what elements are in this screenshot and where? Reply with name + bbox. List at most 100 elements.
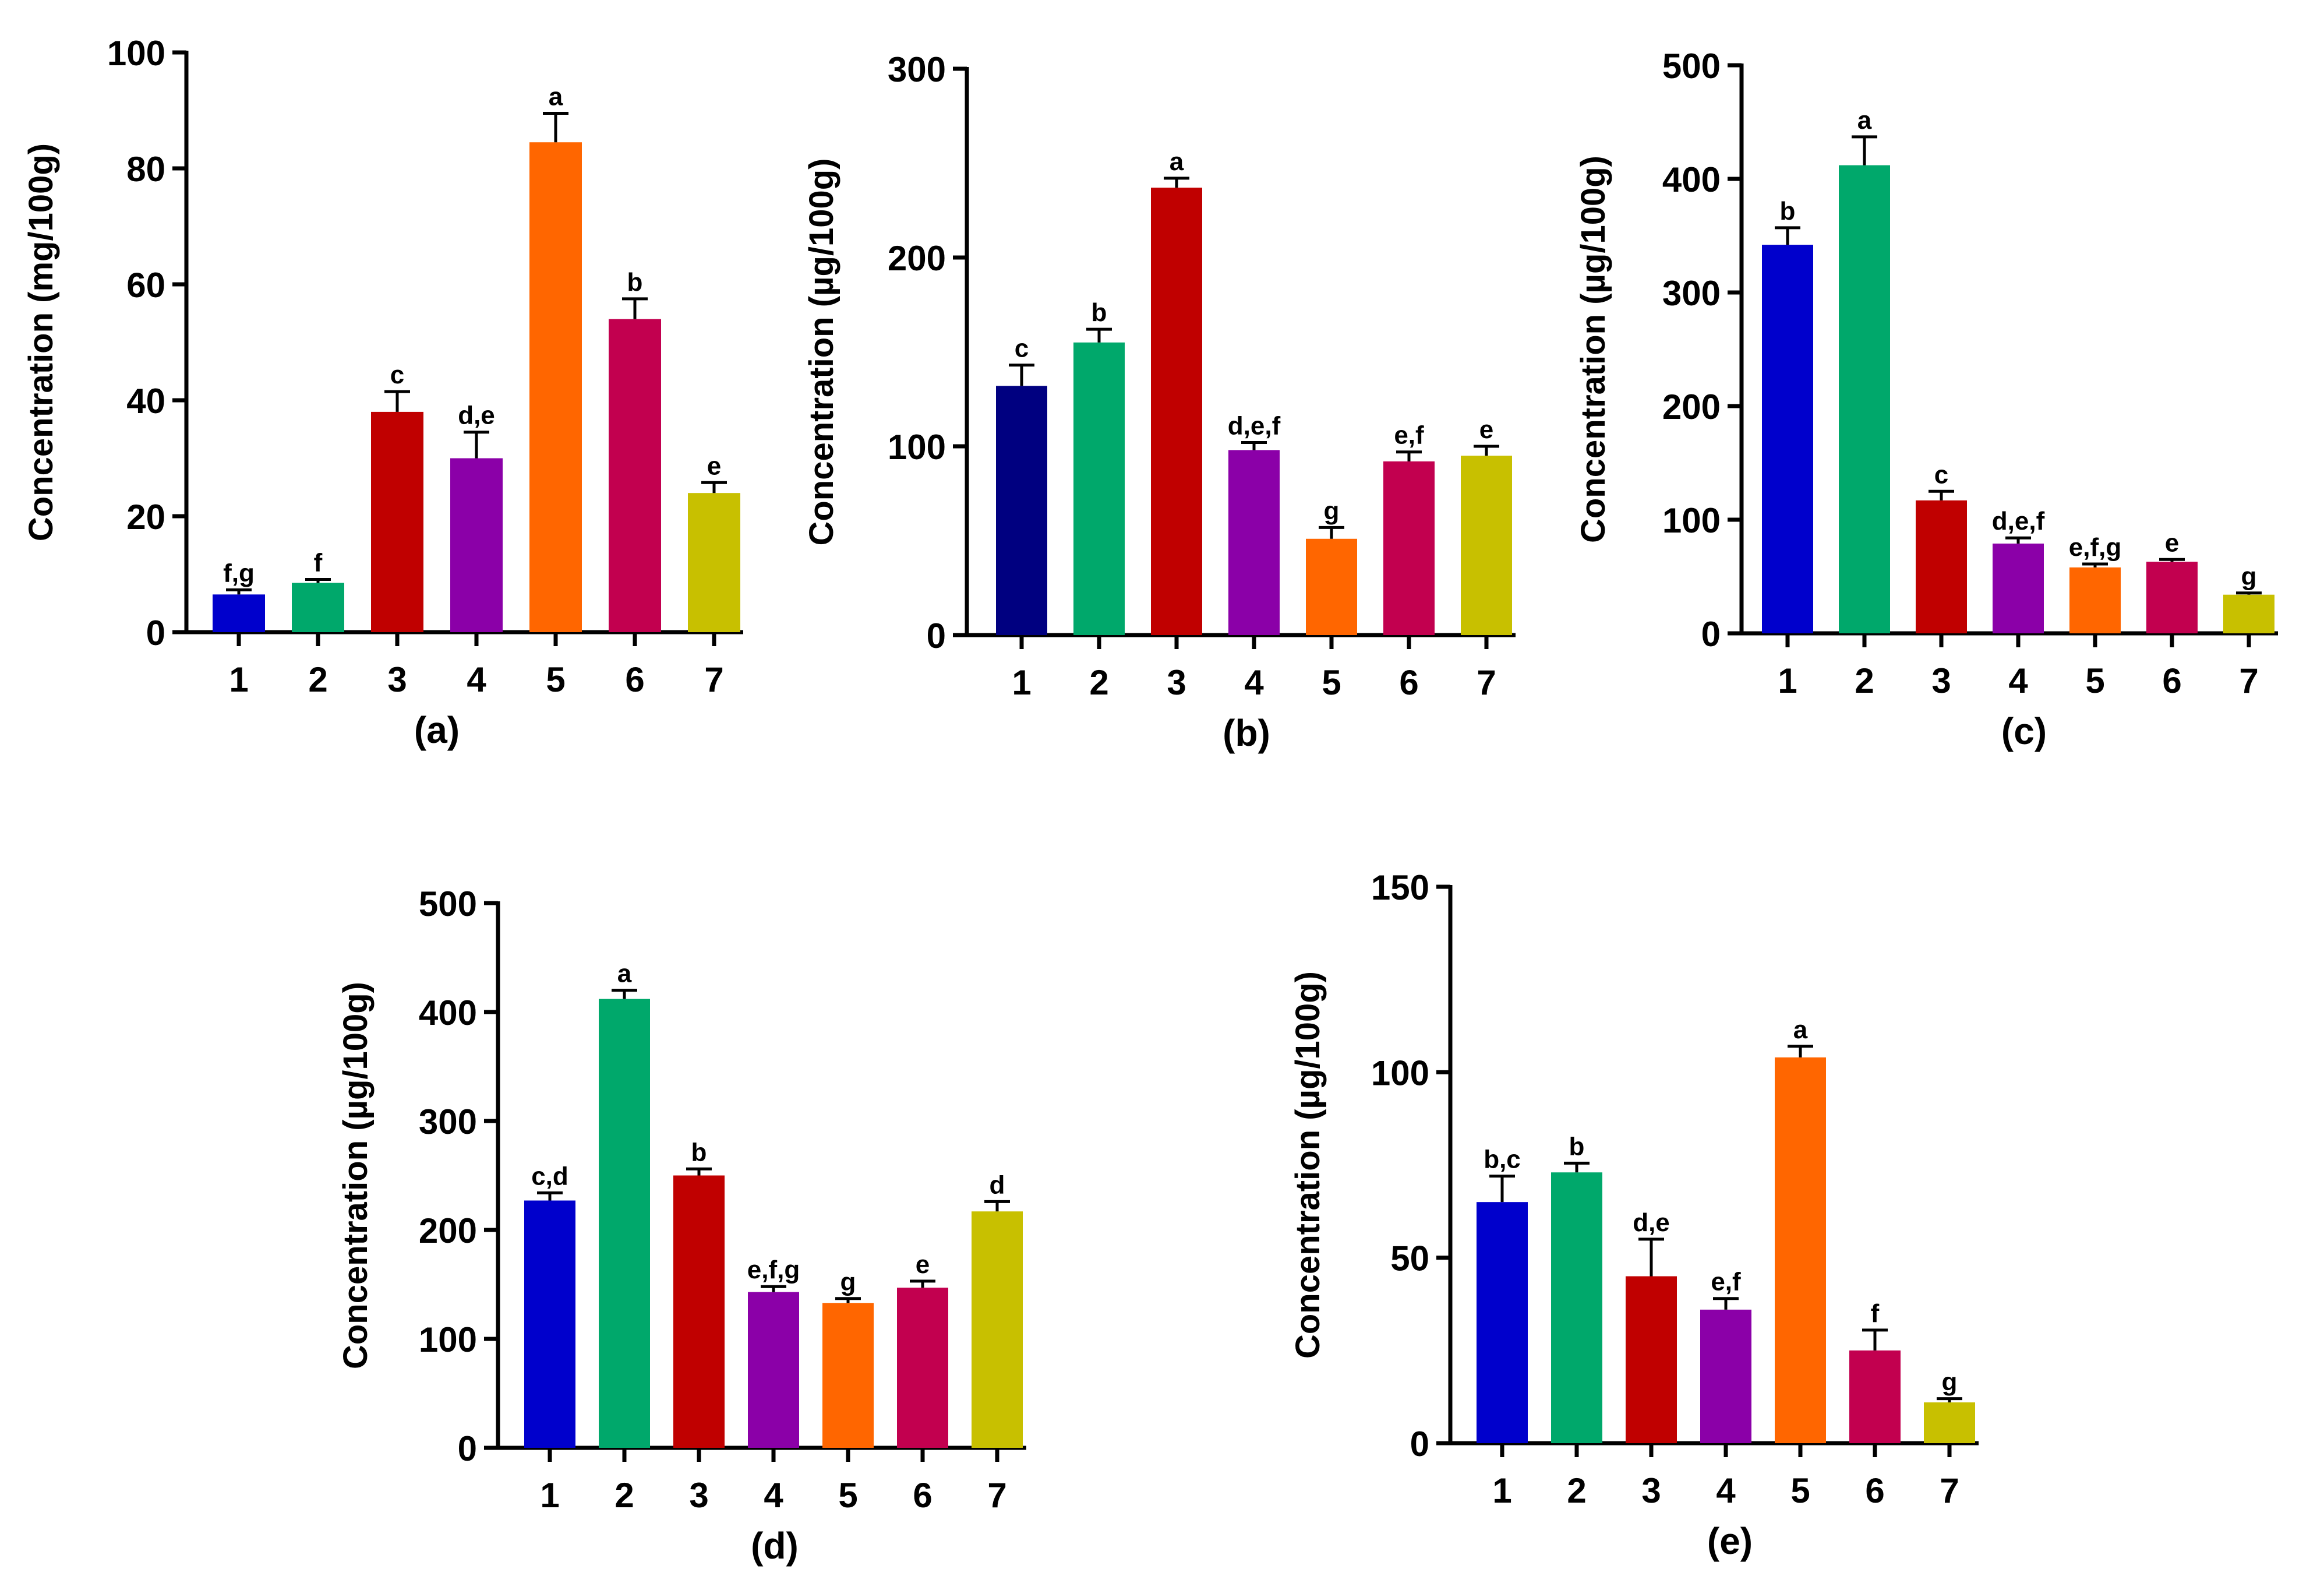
significance-label: b,c — [1484, 1145, 1521, 1174]
x-tick-label: 2 — [1855, 661, 1874, 700]
bar-3 — [1916, 500, 1967, 633]
y-axis-label: Concentration (µg/100g) — [803, 158, 840, 545]
x-tick-label: 3 — [1167, 663, 1186, 702]
bar-1 — [1762, 245, 1813, 634]
x-tick-label: 2 — [1567, 1471, 1586, 1510]
chart-panel-3: 0 100 200 300 400 500 Concentration (µg/100g) 1… — [1574, 47, 2278, 752]
x-tick-label: 3 — [387, 660, 407, 699]
bar-5 — [2069, 567, 2121, 633]
panel-label: (d) — [751, 1525, 799, 1567]
y-tick-label: 200 — [1662, 387, 1721, 426]
significance-label: a — [1170, 147, 1184, 176]
y-tick-label: 60 — [126, 266, 165, 305]
significance-label: e — [707, 452, 721, 480]
bar-4 — [748, 1292, 799, 1448]
x-tick-label: 5 — [1322, 663, 1341, 702]
x-tick-label: 3 — [1931, 661, 1951, 700]
y-tick-label: 20 — [126, 498, 165, 537]
panel-label: (e) — [1707, 1520, 1753, 1562]
x-tick-label: 6 — [2162, 661, 2181, 700]
x-tick-label: 2 — [614, 1476, 634, 1515]
y-tick-label: 400 — [1662, 160, 1721, 199]
bar-1 — [524, 1200, 575, 1448]
significance-label: g — [1324, 496, 1340, 525]
bar-2 — [599, 999, 650, 1448]
x-tick-label: 4 — [2008, 661, 2028, 700]
significance-label: e — [1479, 415, 1493, 444]
bar-1 — [213, 594, 265, 632]
bar-5 — [529, 142, 582, 633]
chart-panel-5: 0 50 100 150 Concentration (µg/100g) 1 b,c 2 b 3 d… — [1289, 868, 1979, 1562]
x-tick-label: 1 — [1012, 663, 1031, 702]
bar-5 — [1306, 538, 1357, 635]
chart-panel-1: 0 20 40 60 80 100 Concentration (mg/100g) 1 f,g 2… — [22, 34, 743, 751]
x-tick-label: 4 — [467, 660, 486, 699]
y-axis-label: Concentration (µg/100g) — [1574, 156, 1612, 543]
x-tick-label: 7 — [987, 1476, 1006, 1515]
y-tick-label: 200 — [888, 239, 946, 278]
bar-3 — [673, 1175, 725, 1448]
significance-label: d — [990, 1171, 1005, 1199]
bar-7 — [688, 493, 740, 632]
significance-label: g — [840, 1268, 856, 1296]
bar-6 — [1849, 1350, 1901, 1443]
bar-7 — [1924, 1402, 1975, 1443]
x-tick-label: 1 — [1778, 661, 1797, 700]
x-tick-label: 1 — [540, 1476, 559, 1515]
bar-2 — [1839, 165, 1890, 634]
significance-label: d,e,f — [1992, 507, 2045, 535]
x-tick-label: 5 — [2085, 661, 2104, 700]
bar-6 — [2146, 562, 2198, 633]
y-tick-label: 150 — [1371, 868, 1429, 907]
bar-1 — [1477, 1202, 1528, 1443]
x-tick-label: 5 — [546, 660, 565, 699]
significance-label: d,e — [1633, 1208, 1670, 1237]
bar-4 — [450, 458, 503, 632]
x-tick-label: 4 — [1244, 663, 1264, 702]
significance-label: g — [2241, 562, 2257, 591]
y-tick-label: 40 — [126, 382, 165, 421]
y-axis-label: Concentration (µg/100g) — [1289, 971, 1327, 1359]
significance-label: b — [1569, 1132, 1585, 1161]
y-tick-label: 0 — [458, 1429, 477, 1468]
y-tick-label: 100 — [1662, 501, 1721, 540]
bar-7 — [972, 1211, 1023, 1448]
y-tick-label: 0 — [927, 616, 946, 655]
significance-label: a — [1793, 1016, 1808, 1044]
y-tick-label: 500 — [1662, 47, 1721, 86]
y-tick-label: 300 — [888, 50, 946, 89]
y-axis-label: Concentration (µg/100g) — [337, 982, 375, 1369]
significance-label: e — [2165, 528, 2179, 557]
y-tick-label: 80 — [126, 150, 165, 189]
bar-6 — [897, 1288, 948, 1448]
bar-2 — [1551, 1172, 1602, 1443]
x-tick-label: 6 — [1865, 1471, 1884, 1510]
bar-2 — [1073, 342, 1125, 635]
x-tick-label: 6 — [913, 1476, 932, 1515]
y-tick-label: 100 — [888, 428, 946, 467]
y-tick-label: 400 — [419, 993, 477, 1032]
x-tick-label: 7 — [704, 660, 723, 699]
x-tick-label: 7 — [2239, 661, 2258, 700]
y-tick-label: 0 — [1701, 615, 1721, 654]
bar-5 — [822, 1303, 874, 1448]
x-tick-label: 4 — [1716, 1471, 1736, 1510]
significance-label: f — [314, 548, 323, 577]
y-tick-label: 0 — [1410, 1425, 1429, 1464]
significance-label: a — [1857, 106, 1872, 135]
significance-label: b — [627, 268, 643, 297]
significance-label: d,e,f — [1228, 412, 1281, 440]
significance-label: f,g — [223, 559, 255, 587]
y-tick-label: 100 — [1371, 1053, 1429, 1092]
bar-1 — [996, 386, 1047, 635]
bar-6 — [1383, 461, 1435, 635]
y-tick-label: 50 — [1390, 1239, 1429, 1278]
bar-6 — [609, 319, 661, 632]
chart-panel-2: 0 100 200 300 Concentration (µg/100g) 1 c 2 b 3 a 4… — [803, 50, 1516, 754]
bar-2 — [292, 583, 344, 632]
significance-label: e — [916, 1250, 930, 1279]
bar-3 — [1626, 1276, 1677, 1443]
bar-3 — [371, 411, 423, 632]
panel-label: (b) — [1223, 712, 1270, 754]
x-tick-label: 2 — [308, 660, 327, 699]
